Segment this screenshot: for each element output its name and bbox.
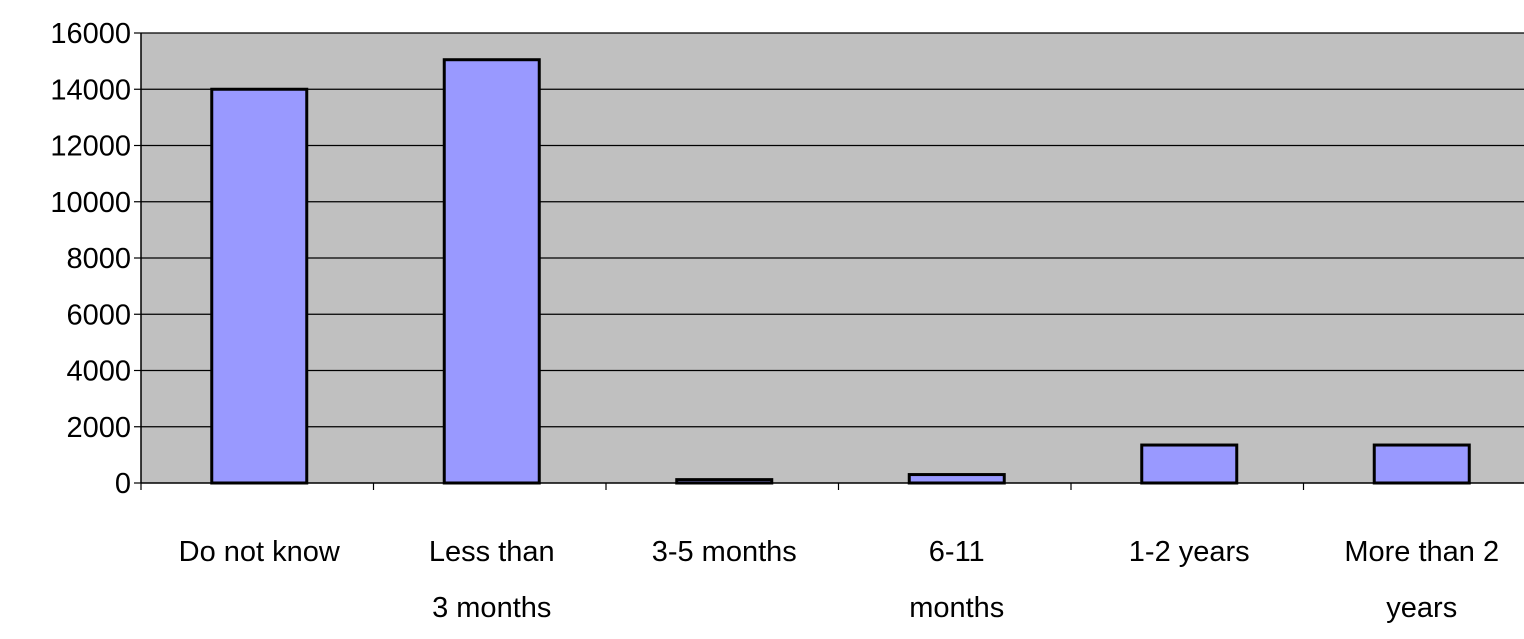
- x-category-label: 1-2 years: [1129, 536, 1250, 568]
- x-category-label: Less than 3 months: [429, 536, 555, 624]
- y-tick-label: 12000: [50, 131, 131, 163]
- x-category-label: Do not know: [179, 536, 341, 568]
- bars: [210, 58, 1471, 485]
- bar: [210, 87, 309, 485]
- y-tick-label: 16000: [50, 18, 131, 50]
- y-tick-label: 8000: [66, 243, 131, 275]
- y-tick-label: 6000: [66, 299, 131, 331]
- grid-lines: [141, 32, 1524, 428]
- y-tick-label: 10000: [50, 187, 131, 219]
- y-tick-label: 14000: [50, 74, 131, 106]
- x-axis-ticks: [140, 483, 1305, 490]
- bar: [1140, 443, 1239, 485]
- y-axis-tick-labels: 0 2000 4000 6000 8000 10000 12000 14000 16000: [50, 18, 141, 500]
- bar: [442, 58, 541, 485]
- x-axis-category-labels: Do not know Less than 3 months 3-5 months 6-…: [179, 536, 1499, 624]
- y-tick-label: 2000: [66, 412, 131, 444]
- x-category-label: 3-5 months: [652, 536, 797, 568]
- x-category-label: More than 2 years: [1344, 536, 1499, 624]
- x-category-label: 6-11 months: [909, 536, 1004, 624]
- bar: [1372, 443, 1471, 485]
- y-tick-label: 4000: [66, 356, 131, 388]
- bar: [907, 473, 1006, 485]
- y-tick-label: 0: [115, 468, 131, 500]
